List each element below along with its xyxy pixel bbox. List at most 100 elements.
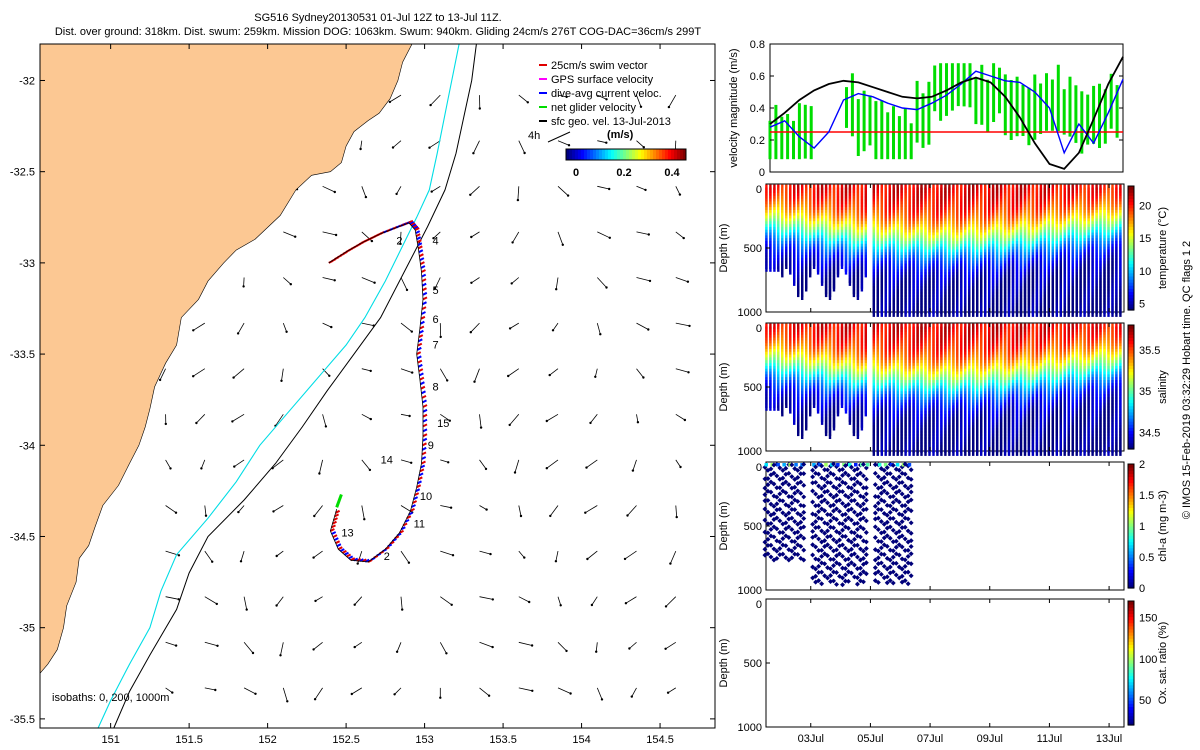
current-arrow-head: [608, 236, 611, 239]
current-arrow-head: [599, 333, 602, 336]
current-arrow-head: [280, 379, 283, 382]
arrow-scale-label: 4h: [528, 130, 540, 142]
date-tick-label: 03Jul: [798, 733, 824, 745]
swim-vector: [353, 557, 359, 562]
current-arrow-head: [642, 376, 645, 379]
swim-vector: [418, 249, 424, 254]
day-label: 9: [428, 440, 434, 452]
current-arrow-head: [647, 233, 650, 236]
swim-vector: [417, 242, 423, 247]
legend-label: sfc geo. vel. 13-Jul-2013: [551, 116, 671, 128]
current-arrow: [283, 231, 296, 238]
day-label: 8: [432, 382, 438, 394]
current-arrow-head: [555, 288, 558, 291]
current-arrow: [322, 185, 335, 193]
swim-vector: [420, 385, 426, 390]
current-arrow-head: [395, 192, 398, 196]
velocity-series-line: [769, 56, 1124, 170]
current-arrow-head: [584, 511, 587, 514]
current-arrow-head: [214, 688, 217, 692]
swim-vector: [356, 557, 362, 562]
swim-vector: [419, 320, 425, 325]
swim-vector: [422, 413, 428, 418]
current-arrow-head: [545, 419, 548, 423]
swim-vector: [421, 451, 427, 456]
temperature-section-panel: 0 500 1000 Depth (m) 5 10 15 20 temperature (°C): [718, 183, 1169, 319]
current-arrow-head: [312, 556, 315, 559]
current-arrow-head: [526, 101, 529, 104]
current-arrow-head: [333, 279, 336, 282]
velocity-y-tick-label: 0.4: [750, 103, 765, 115]
oxygen-plot-area: [765, 598, 1125, 728]
current-arrow-head: [567, 144, 571, 147]
temperature-colorbar-frame: [1127, 185, 1135, 311]
temperature-ylabel: Depth (m): [718, 224, 730, 273]
swim-vector: [337, 546, 343, 551]
current-arrow-head: [513, 471, 517, 474]
swim-vector: [418, 472, 424, 477]
current-arrow: [361, 459, 371, 471]
current-arrow: [675, 277, 689, 283]
current-arrow: [439, 642, 447, 654]
current-arrow: [594, 368, 598, 377]
swim-vector: [416, 355, 422, 360]
current-arrow-head: [334, 233, 338, 237]
current-arrow-head: [211, 560, 214, 563]
current-arrow: [165, 459, 171, 469]
salinity-y-tick-label: 1000: [738, 446, 762, 458]
swim-vector: [418, 329, 424, 334]
current-arrow: [509, 322, 520, 329]
current-arrow-head: [286, 700, 289, 703]
swim-vector: [335, 540, 341, 545]
current-arrow: [196, 414, 206, 424]
current-arrow-head: [333, 190, 336, 194]
swim-vector: [421, 456, 427, 460]
current-arrow: [597, 140, 607, 144]
current-arrow: [165, 641, 177, 646]
current-arrow-head: [275, 604, 278, 607]
current-arrow-head: [232, 376, 235, 379]
current-arrow: [636, 368, 644, 378]
current-arrow: [597, 277, 607, 288]
current-arrow: [400, 550, 410, 563]
current-arrow-head: [363, 518, 366, 521]
temperature-colorbar-label: temperature (°C): [1157, 207, 1169, 289]
current-arrow: [471, 277, 480, 284]
swim-vector: [411, 223, 417, 228]
current-arrow-head: [549, 514, 552, 518]
speed-colorbar-frame: [565, 148, 687, 161]
swim-vector: [417, 476, 423, 481]
day-label: 2: [384, 551, 390, 563]
current-arrow: [276, 596, 284, 606]
swim-vector: [350, 557, 356, 562]
swim-vector: [417, 342, 423, 347]
current-arrow: [557, 687, 571, 694]
current-arrow: [585, 505, 598, 514]
current-arrow-head: [171, 691, 174, 694]
current-arrow-head: [470, 235, 473, 239]
current-arrow-head: [410, 461, 413, 464]
current-arrow-head: [647, 328, 650, 331]
swim-vector: [412, 500, 418, 504]
swim-vector: [418, 372, 424, 377]
chl-a-colorbar-frame: [1127, 463, 1135, 589]
current-arrow-head: [519, 514, 523, 518]
swim-vector: [331, 524, 336, 529]
map-y-tick-label: -34.5: [10, 531, 35, 543]
current-arrow-head: [559, 604, 562, 607]
current-arrow: [511, 277, 520, 284]
current-arrow-head: [195, 421, 198, 425]
current-arrow: [555, 277, 559, 290]
swim-vector: [333, 517, 338, 521]
current-arrow: [665, 596, 677, 607]
current-arrow: [597, 94, 607, 100]
speed-colorbar-tick: 0: [573, 167, 579, 179]
current-arrow: [282, 322, 287, 332]
current-arrow: [440, 596, 452, 606]
current-arrow: [597, 185, 610, 190]
swim-vector: [420, 464, 426, 469]
current-arrow: [625, 596, 637, 604]
current-arrow-head: [682, 236, 685, 240]
current-arrow-head: [369, 369, 372, 373]
day-label: 14: [381, 455, 393, 467]
